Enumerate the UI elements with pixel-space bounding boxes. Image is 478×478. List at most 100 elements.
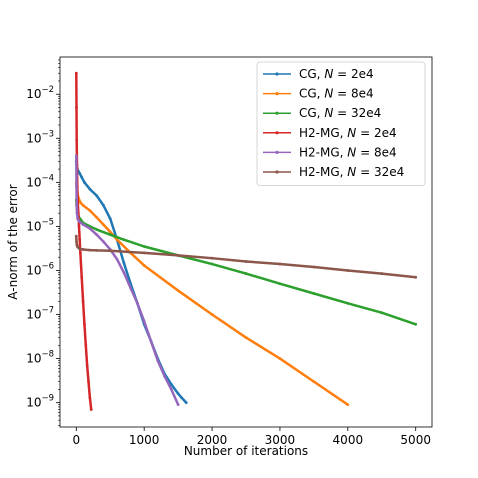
plot-frame bbox=[59, 56, 433, 428]
series-line-4 bbox=[75, 155, 180, 406]
data-point bbox=[102, 240, 105, 244]
x-tick-label: 2000 bbox=[197, 433, 228, 447]
data-point bbox=[176, 253, 180, 257]
data-point bbox=[180, 396, 183, 400]
series-4 bbox=[74, 154, 180, 407]
data-point bbox=[210, 262, 214, 266]
data-point bbox=[78, 201, 82, 204]
y-axis-label: A-norm of the error bbox=[6, 184, 20, 299]
legend-marker bbox=[275, 150, 279, 154]
data-point bbox=[77, 225, 81, 228]
data-point bbox=[312, 380, 316, 384]
data-point bbox=[312, 292, 316, 295]
data-point bbox=[278, 262, 282, 266]
data-point bbox=[380, 272, 384, 275]
data-point bbox=[78, 171, 82, 175]
data-point bbox=[95, 194, 99, 198]
data-point bbox=[142, 264, 146, 267]
data-point bbox=[75, 240, 78, 244]
legend-marker bbox=[275, 131, 279, 135]
data-point bbox=[76, 217, 80, 221]
data-point bbox=[414, 322, 418, 326]
x-tick-label: 4000 bbox=[333, 433, 364, 447]
data-point bbox=[102, 223, 105, 226]
series-layer bbox=[74, 71, 418, 411]
data-point bbox=[81, 248, 85, 251]
legend: CG, N = 2e4 CG, N = 8e4 CG, N = 32e4 H2-MG,… bbox=[256, 61, 426, 186]
data-point bbox=[75, 185, 78, 189]
data-point bbox=[346, 301, 350, 305]
data-point bbox=[312, 265, 316, 269]
data-point bbox=[142, 251, 146, 255]
data-point bbox=[346, 403, 350, 407]
data-point bbox=[75, 211, 79, 215]
data-point bbox=[75, 138, 79, 142]
data-point bbox=[88, 227, 92, 230]
legend-marker bbox=[275, 170, 279, 174]
data-point bbox=[184, 401, 188, 405]
y-tick-label: 10−9 bbox=[26, 394, 54, 410]
legend-label-4: H2-MG, N = 8e4 bbox=[299, 145, 397, 159]
data-point bbox=[95, 228, 99, 231]
data-point bbox=[78, 238, 82, 242]
data-point bbox=[89, 408, 93, 411]
x-tick-label: 3000 bbox=[265, 433, 296, 447]
data-point bbox=[75, 203, 79, 207]
data-point bbox=[108, 217, 112, 221]
data-point bbox=[81, 299, 85, 303]
y-tick-label: 10−5 bbox=[26, 217, 54, 233]
data-point bbox=[78, 247, 82, 251]
data-point bbox=[278, 357, 282, 360]
data-point bbox=[414, 275, 418, 279]
x-tick-label: 1000 bbox=[129, 433, 160, 447]
data-point bbox=[108, 249, 112, 253]
data-point bbox=[210, 313, 214, 316]
data-point bbox=[78, 251, 82, 255]
data-point bbox=[176, 403, 180, 407]
data-point bbox=[81, 223, 85, 226]
data-point bbox=[75, 243, 79, 247]
data-point bbox=[81, 203, 85, 207]
data-point bbox=[79, 221, 83, 225]
data-point bbox=[95, 233, 99, 237]
x-tick-label: 5000 bbox=[400, 433, 431, 447]
data-point bbox=[74, 71, 78, 75]
data-point bbox=[122, 271, 126, 274]
legend-label-0: CG, N = 2e4 bbox=[299, 67, 374, 81]
data-point bbox=[80, 175, 84, 179]
x-tick-label: 0 bbox=[72, 433, 80, 447]
y-tick-label: 10−6 bbox=[26, 261, 54, 277]
data-point bbox=[149, 339, 153, 343]
data-point bbox=[210, 256, 214, 260]
data-point bbox=[85, 364, 89, 367]
data-point bbox=[169, 382, 173, 386]
data-point bbox=[122, 238, 126, 242]
data-point bbox=[380, 311, 384, 315]
legend-box bbox=[256, 61, 426, 186]
x-axis: 0 1000 2000 3000 4000 5000 bbox=[72, 427, 431, 447]
data-point bbox=[156, 359, 160, 362]
data-point bbox=[83, 180, 86, 184]
data-point bbox=[244, 260, 248, 263]
y-tick-label: 10−3 bbox=[26, 129, 54, 145]
data-point bbox=[142, 319, 146, 323]
data-point bbox=[74, 154, 78, 158]
x-axis-label: Number of iterations bbox=[184, 444, 308, 458]
data-point bbox=[169, 387, 173, 391]
data-point bbox=[163, 374, 166, 378]
legend-label-2: CG, N = 32e4 bbox=[299, 106, 381, 120]
data-point bbox=[102, 203, 105, 207]
y-tick-label: 10−4 bbox=[26, 173, 54, 189]
legend-marker bbox=[275, 92, 279, 96]
y-axis: 10−9 10−8 10−7 10−6 10−5 10−4 10−3 10−2 bbox=[26, 59, 60, 426]
y-tick-label: 10−8 bbox=[26, 350, 54, 366]
data-point bbox=[115, 257, 119, 261]
data-point bbox=[278, 282, 282, 286]
data-point bbox=[142, 245, 146, 248]
legend-label-3: H2-MG, N = 2e4 bbox=[299, 126, 397, 140]
y-tick-label: 10−7 bbox=[26, 306, 54, 322]
legend-marker bbox=[275, 111, 279, 115]
data-point bbox=[244, 272, 248, 275]
data-point bbox=[176, 289, 180, 292]
